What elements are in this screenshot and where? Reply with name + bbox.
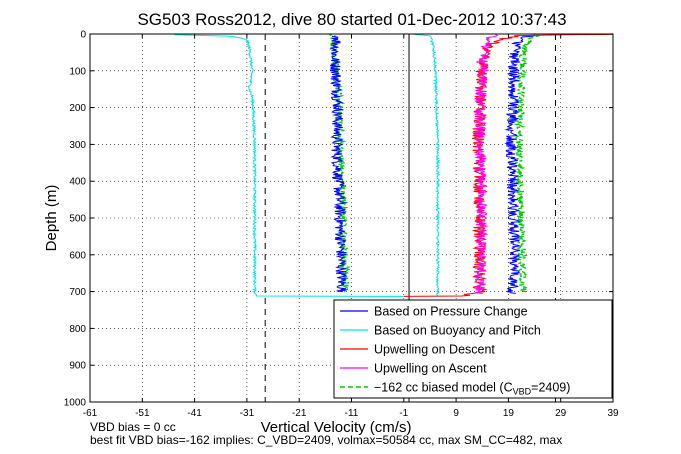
x-tick-label-5: -11	[345, 408, 359, 419]
legend-label-0: Based on Pressure Change	[374, 305, 528, 319]
y-tick-label-0: 0	[80, 30, 86, 41]
y-tick-label-7: 700	[69, 287, 86, 298]
y-tick-label-9: 900	[69, 361, 86, 372]
y-axis-ticks: 0 100 200 300 400 500 600 700 800 900 1000	[64, 30, 613, 409]
y-tick-label-6: 600	[69, 250, 86, 261]
y-tick-label-4: 400	[69, 177, 86, 188]
x-tick-label-9: 29	[555, 408, 567, 419]
series-4-segment-1	[513, 34, 542, 293]
x-tick-label-4: -21	[292, 408, 307, 419]
y-tick-label-5: 500	[69, 214, 86, 225]
y-axis-label: Depth (m)	[43, 185, 60, 252]
y-tick-label-10: 1000	[64, 398, 87, 409]
legend-box	[333, 299, 613, 399]
series-0-segment-1	[504, 34, 535, 294]
legend-label-3: Upwelling on Ascent	[374, 362, 487, 376]
x-axis-ticks: -61 -51 -41 -31 -21 -11 -1 9 19 29 39	[83, 34, 619, 419]
footnote-best-fit: best fit VBD bias=-162 implies: C_VBD=24…	[90, 433, 562, 447]
x-tick-label-6: -1	[399, 408, 408, 419]
series-4-segment-0	[329, 33, 352, 293]
x-tick-label-3: -31	[240, 408, 255, 419]
legend-label-1: Based on Buoyancy and Pitch	[374, 324, 541, 338]
x-tick-label-10: 39	[607, 408, 619, 419]
legend-label-2: Upwelling on Descent	[374, 343, 495, 357]
series-0-segment-0	[330, 35, 348, 293]
x-tick-label-8: 19	[503, 408, 515, 419]
y-tick-label-8: 800	[69, 324, 86, 335]
legend-label-4: −162 cc biased model (CVBD=2409)	[374, 381, 570, 397]
x-tick-label-0: -61	[83, 408, 98, 419]
legend: Based on Pressure Change Based on Buoyanc…	[333, 299, 613, 399]
x-tick-label-2: -41	[187, 408, 202, 419]
series-layer	[174, 33, 614, 297]
y-tick-label-3: 300	[69, 140, 86, 151]
chart-title: SG503 Ross2012, dive 80 started 01-Dec-2…	[137, 10, 566, 29]
x-tick-label-1: -51	[135, 408, 150, 419]
series-3-segment-0	[473, 34, 499, 294]
y-tick-label-2: 200	[69, 103, 86, 114]
series-1-segment-0	[174, 34, 404, 297]
x-tick-label-7: 9	[453, 408, 459, 419]
x-axis-label: Vertical Velocity (cm/s)	[261, 419, 412, 436]
y-tick-label-1: 100	[69, 66, 86, 77]
series-1-segment-1	[414, 33, 441, 297]
footnote-vbd-bias: VBD bias = 0 cc	[90, 420, 176, 434]
